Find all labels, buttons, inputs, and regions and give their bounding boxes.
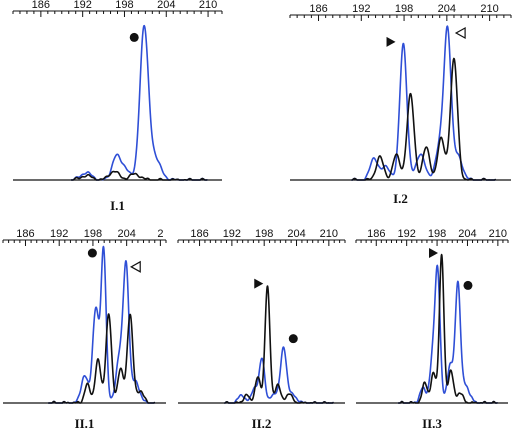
tick-label: 204 bbox=[458, 228, 476, 240]
tick-label: 186 bbox=[190, 228, 208, 240]
tick-label: 186 bbox=[309, 3, 327, 15]
panel-label: I.1 bbox=[110, 198, 125, 213]
tick-label: 210 bbox=[480, 3, 498, 15]
blue-trace bbox=[223, 346, 334, 404]
tick-label: 186 bbox=[367, 228, 385, 240]
panel-label: II.2 bbox=[252, 416, 272, 431]
tick-label: 204 bbox=[157, 0, 175, 11]
panel-ii-3: 186 192 198 204 210 II.3 bbox=[355, 228, 509, 431]
black-trace bbox=[47, 313, 156, 404]
tick-label: 192 bbox=[50, 228, 68, 240]
panel-ii-1: 186 192 198 204 2 II.1 bbox=[2, 228, 167, 431]
filled-circle-marker bbox=[87, 248, 97, 258]
tick-label: 204 bbox=[117, 228, 135, 240]
tick-label: 198 bbox=[115, 0, 133, 11]
panel-i-1: 186 192 198 204 210 I.1 bbox=[12, 0, 223, 213]
filled-triangle-marker bbox=[429, 248, 439, 259]
black-trace bbox=[70, 170, 208, 181]
tick-label: 198 bbox=[395, 3, 413, 15]
filled-triangle-marker bbox=[254, 278, 264, 289]
panel-label: I.2 bbox=[393, 191, 408, 206]
tick-label: 204 bbox=[438, 3, 456, 15]
tick-label: 2 bbox=[157, 228, 163, 240]
tick-label: 198 bbox=[428, 228, 446, 240]
tick-label: 192 bbox=[223, 228, 241, 240]
tick-label: 210 bbox=[199, 0, 217, 11]
tick-label: 192 bbox=[352, 3, 370, 15]
filled-circle-marker bbox=[288, 334, 298, 344]
tick-label: 210 bbox=[320, 228, 338, 240]
black-trace bbox=[351, 57, 496, 181]
black-trace bbox=[223, 285, 334, 404]
tick-label: 192 bbox=[73, 0, 91, 11]
tick-label: 204 bbox=[287, 228, 305, 240]
panel-label: II.3 bbox=[422, 416, 442, 431]
tick-label: 198 bbox=[255, 228, 273, 240]
filled-circle-marker bbox=[129, 32, 139, 42]
black-trace bbox=[397, 253, 498, 404]
tick-label: 210 bbox=[489, 228, 507, 240]
blue-trace bbox=[70, 24, 208, 181]
filled-triangle-marker bbox=[386, 36, 396, 47]
tick-label: 198 bbox=[84, 228, 102, 240]
tick-label: 186 bbox=[32, 0, 50, 11]
tick-label: 192 bbox=[397, 228, 415, 240]
tick-label: 186 bbox=[16, 228, 34, 240]
open-triangle-marker bbox=[129, 260, 141, 273]
panel-ii-2: 186 192 198 204 210 II.2 bbox=[177, 228, 346, 431]
panel-label: II.1 bbox=[75, 416, 95, 431]
panel-i-2: 186 192 198 204 210 I.2 bbox=[289, 3, 512, 206]
open-triangle-marker bbox=[454, 26, 466, 40]
filled-circle-marker bbox=[463, 280, 473, 290]
